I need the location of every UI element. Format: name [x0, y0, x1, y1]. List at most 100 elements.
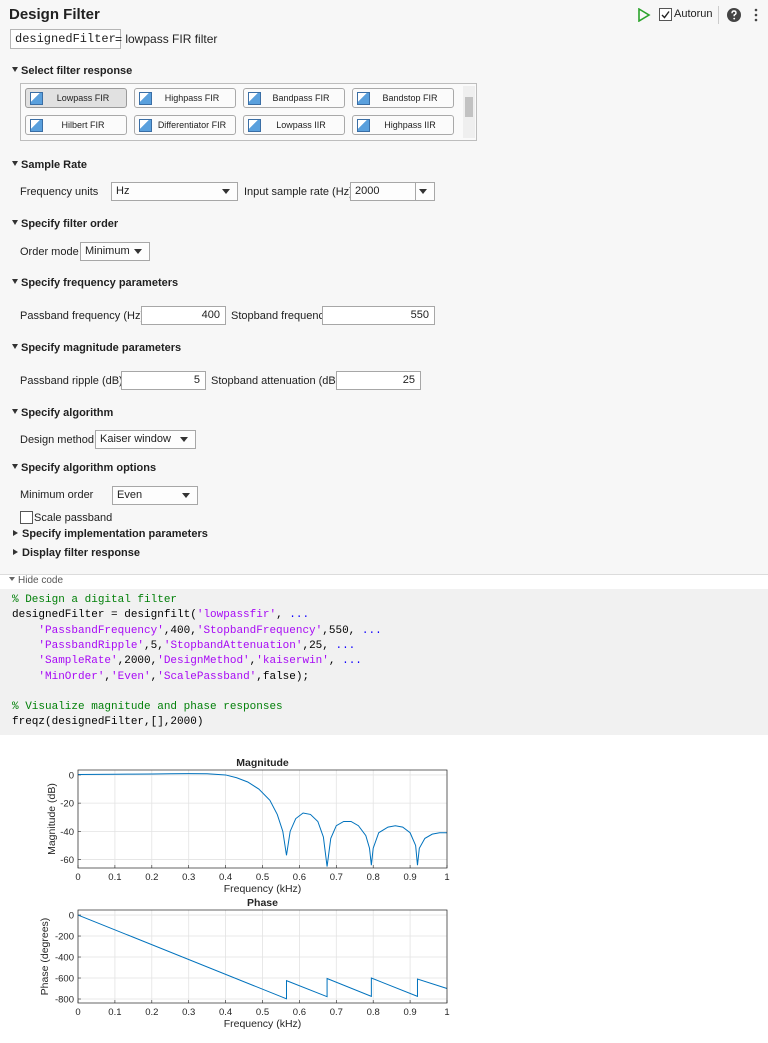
section-header: Specify algorithm: [12, 406, 113, 420]
y-tick-label: -20: [60, 799, 74, 810]
code-string: 'StopbandFrequency': [196, 624, 323, 637]
y-tick-label: 0: [69, 911, 74, 922]
code-line: freqz(designedFilter,[],2000): [12, 715, 203, 730]
x-tick-label: 0.5: [256, 872, 269, 883]
option-icon: [30, 92, 43, 105]
toggle-arrow: [9, 577, 15, 581]
code-toggle[interactable]: Hide code: [9, 574, 63, 587]
response-line: [77, 773, 447, 867]
section-label: Specify implementation parameters: [22, 528, 208, 540]
code-line: 'PassbandRipple',5,'StopbandAttenuation'…: [12, 639, 355, 654]
code-text: ,false);: [256, 670, 310, 683]
x-tick-label: 0.6: [293, 872, 306, 883]
x-tick-label: 1: [444, 1007, 449, 1018]
y-axis-label: Phase (degrees): [39, 918, 51, 996]
expand-arrow: [12, 464, 18, 469]
x-tick-label: 0.2: [145, 872, 158, 883]
code-string: 'PassbandRipple': [38, 639, 145, 652]
circle-shape: [754, 8, 758, 12]
code-line: % Visualize magnitude and phase response…: [12, 700, 283, 715]
filter-option[interactable]: Bandstop FIR: [352, 88, 454, 108]
code-string: 'SampleRate': [38, 655, 118, 668]
code-text: [12, 625, 38, 637]
section-header: Specify algorithm options: [12, 461, 156, 475]
filter-option[interactable]: Differentiator FIR: [134, 115, 236, 135]
plot-title: Phase: [247, 897, 278, 909]
option-label: Hilbert FIR: [61, 120, 105, 130]
code-line: 'MinOrder','Even','ScalePassband',false)…: [12, 670, 309, 685]
ripple-input[interactable]: 5: [121, 371, 206, 390]
help-button[interactable]: [727, 8, 741, 22]
min-order-dropdown[interactable]: Even: [112, 486, 198, 505]
code-line: 'SampleRate',2000,'DesignMethod','kaiser…: [12, 654, 362, 669]
autorun-checkbox[interactable]: [659, 8, 672, 21]
option-icon: [357, 119, 370, 132]
stopband-input[interactable]: 550: [322, 306, 435, 325]
x-tick-label: 0.9: [403, 872, 416, 883]
x-tick-label: 0.3: [182, 872, 195, 883]
toolbar-separator: [718, 6, 719, 24]
axes-box: [77, 909, 448, 1004]
field-label: Order mode: [20, 246, 79, 258]
y-tick-label: -60: [60, 855, 74, 866]
filter-option[interactable]: Highpass FIR: [134, 88, 236, 108]
code-comment: % Visualize magnitude and phase response…: [12, 701, 283, 714]
dropdown-divider: [415, 183, 416, 200]
x-tick-label: 0.9: [403, 1007, 416, 1018]
x-tick-label: 0.4: [219, 1007, 232, 1018]
x-tick-label: 0.3: [182, 1007, 195, 1018]
y-tick-label: 0: [69, 770, 74, 781]
option-label: Differentiator FIR: [157, 120, 227, 130]
field-label: Frequency units: [20, 186, 99, 198]
option-icon: [248, 119, 261, 132]
section-header: Specify frequency parameters: [12, 276, 178, 290]
order-mode-dropdown[interactable]: Minimum: [80, 242, 150, 261]
expand-arrow: [12, 344, 18, 349]
section-label: Sample Rate: [21, 159, 88, 171]
circle-shape: [754, 18, 758, 22]
x-tick-label: 0.7: [330, 872, 343, 883]
filter-option[interactable]: Hilbert FIR: [25, 115, 127, 135]
toggle-label: Hide code: [18, 575, 64, 586]
code-string: 'Even': [111, 670, 151, 683]
section-label: Specify algorithm: [21, 407, 114, 419]
x-tick-label: 0.4: [219, 872, 232, 883]
filter-option[interactable]: Highpass IIR: [352, 115, 454, 135]
code-continuation: ...: [335, 639, 356, 652]
expand-arrow: [13, 530, 18, 536]
output-variable[interactable]: designedFilter: [10, 29, 121, 49]
circle-shape: [754, 13, 758, 17]
scale-passband-checkbox[interactable]: [20, 511, 33, 524]
option-label: Lowpass IIR: [276, 120, 326, 130]
code-string: 'StopbandAttenuation': [163, 639, 303, 652]
section-header: Specify filter order: [12, 217, 118, 231]
scroll-thumb: [465, 97, 473, 117]
filter-option[interactable]: Lowpass FIR: [25, 88, 127, 108]
filter-option[interactable]: Bandpass FIR: [243, 88, 345, 108]
attenuation-input[interactable]: 25: [336, 371, 421, 390]
checkbox-label: Scale passband: [34, 512, 113, 524]
code-text: [12, 640, 38, 652]
section-label: Select filter response: [21, 65, 133, 77]
y-tick-label: -40: [60, 827, 74, 838]
code-text: ,: [104, 670, 112, 683]
run-button[interactable]: [637, 8, 651, 22]
axes-box: [77, 769, 448, 869]
rate-dropdown[interactable]: 2000: [350, 182, 435, 201]
filter-option[interactable]: Lowpass IIR: [243, 115, 345, 135]
code-line: % Design a digital filter: [12, 593, 177, 608]
expand-arrow: [13, 549, 18, 555]
field-label: Minimum order: [20, 489, 94, 501]
more-menu[interactable]: [754, 8, 758, 25]
code-line: designedFilter = designfilt('lowpassfir'…: [12, 608, 309, 623]
passband-input[interactable]: 400: [141, 306, 226, 325]
scrollbar: [463, 86, 475, 138]
method-dropdown[interactable]: Kaiser window: [95, 430, 196, 449]
code-text: ,: [276, 609, 290, 622]
check-icon: [661, 11, 670, 19]
option-icon: [248, 92, 261, 105]
units-dropdown[interactable]: Hz: [111, 182, 238, 201]
output-description: = lowpass FIR filter: [115, 32, 218, 46]
